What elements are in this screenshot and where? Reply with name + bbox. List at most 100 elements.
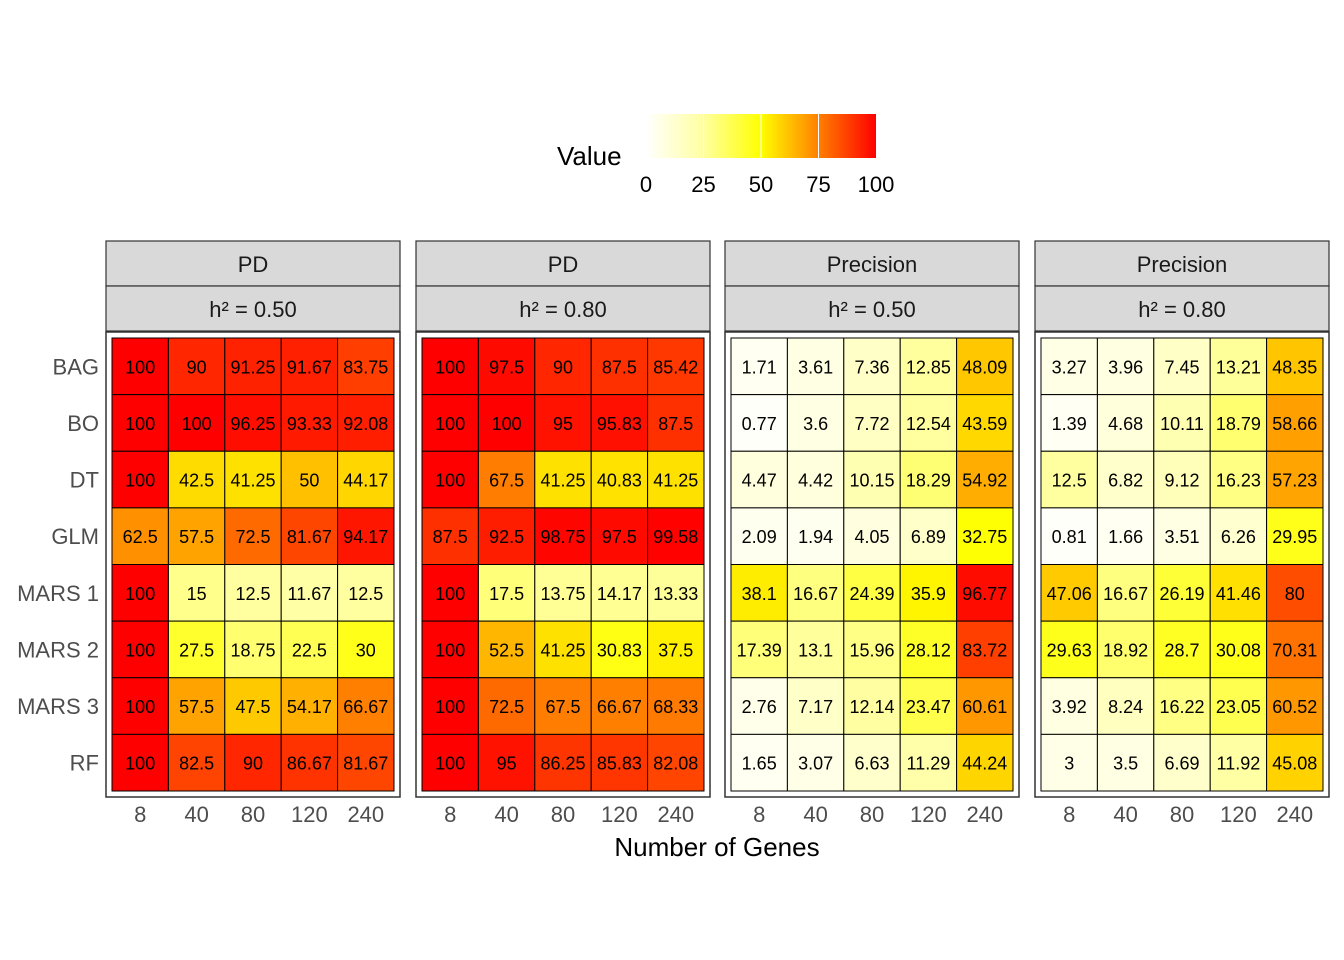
strip-top-label: Precision	[827, 252, 917, 277]
cell-label: 94.17	[343, 527, 388, 547]
heatmap-cell	[111, 507, 169, 565]
heatmap-cell	[167, 564, 226, 622]
cell-label: 92.5	[489, 527, 524, 547]
heatmap-cell	[956, 394, 1014, 452]
cell-label: 6.63	[854, 754, 889, 774]
cell-label: 67.5	[489, 471, 524, 491]
cell-label: 68.33	[653, 697, 698, 717]
heatmap-cell	[534, 733, 592, 792]
cell-label: 0.81	[1052, 527, 1087, 547]
legend-tick-label: 75	[806, 172, 830, 197]
cell-label: 1.39	[1052, 414, 1087, 434]
cell-label: 12.14	[849, 697, 894, 717]
cell-label: 99.58	[653, 527, 698, 547]
heatmap-cell	[167, 450, 226, 509]
cell-label: 58.66	[1272, 414, 1317, 434]
cell-label: 97.5	[602, 527, 637, 547]
cell-label: 96.77	[962, 584, 1007, 604]
cell-label: 86.67	[287, 754, 332, 774]
heatmap-cell	[167, 394, 226, 452]
cell-label: 87.5	[602, 357, 637, 377]
cell-label: 41.25	[653, 471, 698, 491]
heatmap-cell	[956, 450, 1014, 509]
x-tick-label: 80	[241, 802, 265, 827]
heatmap-cell	[956, 733, 1014, 792]
cell-label: 7.72	[854, 414, 889, 434]
cell-label: 40.83	[597, 471, 642, 491]
cell-label: 100	[125, 471, 155, 491]
x-tick-label: 240	[347, 802, 384, 827]
heatmap-cell	[1266, 620, 1324, 679]
cell-label: 27.5	[179, 640, 214, 660]
heatmap-cell	[1266, 564, 1324, 622]
cell-label: 97.5	[489, 357, 524, 377]
cell-label: 10.11	[1160, 414, 1204, 434]
cell-label: 13.33	[653, 584, 698, 604]
cell-label: 60.52	[1272, 697, 1317, 717]
cell-label: 47.06	[1047, 584, 1092, 604]
cell-label: 30	[356, 640, 376, 660]
cell-label: 72.5	[489, 697, 524, 717]
y-tick-label: RF	[70, 751, 99, 776]
heatmap-cell	[1096, 677, 1155, 735]
heatmap-cell	[534, 450, 592, 509]
cell-label: 95	[497, 754, 517, 774]
cell-label: 12.54	[906, 414, 951, 434]
strip-top	[1034, 240, 1330, 287]
cell-label: 86.25	[540, 754, 585, 774]
cell-label: 11.29	[907, 754, 951, 774]
heatmap-cell	[280, 337, 339, 396]
legend-tick-label: 0	[640, 172, 652, 197]
strip-bottom	[105, 285, 401, 332]
cell-label: 82.08	[653, 754, 698, 774]
cell-label: 100	[125, 584, 155, 604]
cell-label: 3.92	[1052, 697, 1087, 717]
cell-label: 3.61	[798, 357, 833, 377]
heatmap-cell	[956, 620, 1014, 679]
strip-bottom-label: h² = 0.80	[519, 297, 606, 322]
cell-label: 12.5	[348, 584, 383, 604]
heatmap-cell	[1096, 507, 1155, 565]
heatmap-cell	[477, 677, 536, 735]
heatmap-cell	[730, 733, 788, 792]
cell-label: 50	[299, 471, 319, 491]
cell-label: 6.89	[911, 527, 946, 547]
cell-label: 18.79	[1216, 414, 1261, 434]
heatmap-cell	[1209, 337, 1268, 396]
legend: Value 0 25 50 75 100	[557, 114, 894, 197]
x-tick-label: 40	[1113, 802, 1137, 827]
cell-label: 1.71	[742, 357, 777, 377]
heatmap-cell	[786, 733, 845, 792]
cell-label: 81.67	[343, 754, 388, 774]
panel: PD h² = 0.80 100 97.5 90 87.5 85.42 100 100 95 95.…	[415, 240, 711, 827]
cell-label: 17.39	[737, 640, 782, 660]
cell-label: 12.85	[906, 357, 951, 377]
cell-label: 100	[125, 640, 155, 660]
cell-label: 100	[435, 357, 465, 377]
heatmap-cell	[1209, 507, 1268, 565]
heatmap-cell	[111, 677, 169, 735]
cell-label: 12.5	[1052, 471, 1087, 491]
cell-label: 4.47	[742, 471, 777, 491]
heatmap-cell	[1096, 450, 1155, 509]
cell-label: 9.12	[1164, 471, 1199, 491]
cell-label: 6.82	[1108, 471, 1143, 491]
heatmap-cell	[590, 507, 649, 565]
cell-label: 100	[182, 414, 212, 434]
cell-label: 98.75	[540, 527, 585, 547]
heatmap-cell	[111, 394, 169, 452]
cell-label: 91.25	[230, 357, 275, 377]
cell-label: 90	[187, 357, 207, 377]
cell-label: 17.5	[489, 584, 524, 604]
cell-label: 100	[435, 414, 465, 434]
cell-label: 100	[492, 414, 522, 434]
x-tick-label: 80	[860, 802, 884, 827]
heatmap-cell	[337, 733, 395, 792]
cell-label: 54.92	[962, 471, 1007, 491]
legend-tick-label: 25	[691, 172, 715, 197]
heatmap-cell	[224, 507, 282, 565]
cell-label: 100	[125, 754, 155, 774]
heatmap-cell	[534, 337, 592, 396]
cell-label: 100	[435, 640, 465, 660]
strip-bottom-label: h² = 0.80	[1138, 297, 1225, 322]
